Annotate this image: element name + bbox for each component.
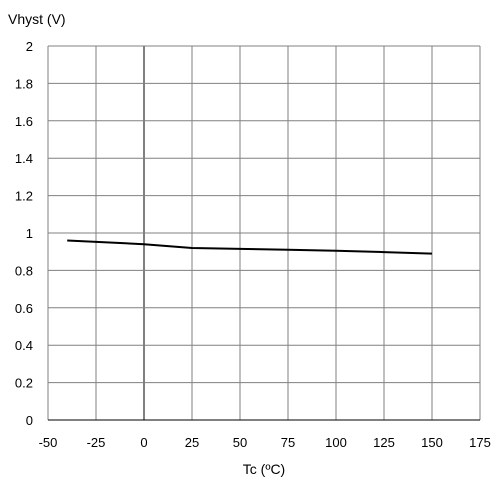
y-tick-label: 1.8 <box>15 76 33 91</box>
x-tick-label: 150 <box>421 435 443 450</box>
series-layer <box>67 239 433 255</box>
x-tick-label: 25 <box>185 435 199 450</box>
y-tick-label: 0.8 <box>15 263 33 278</box>
y-tick-label: 1.2 <box>15 189 33 204</box>
x-tick-label: 100 <box>325 435 347 450</box>
series-line <box>67 239 433 255</box>
x-tick-label: 50 <box>233 435 247 450</box>
y-tick-label: 0.4 <box>15 338 33 353</box>
x-tick-label: 75 <box>281 435 295 450</box>
x-tick-label: 0 <box>140 435 147 450</box>
y-tick-label: 0.2 <box>15 376 33 391</box>
x-tick-label: -50 <box>39 435 58 450</box>
tick-labels: -50 -25 0 25 50 75 100 125 150 175 0 0.2 0.4 0.6 0.8 1 1… <box>15 39 491 450</box>
y-axis-label: Vhyst (V) <box>8 11 66 27</box>
x-tick-label: -25 <box>87 435 106 450</box>
grid <box>47 45 481 421</box>
y-tick-label: 1.4 <box>15 151 33 166</box>
x-tick-label: 125 <box>373 435 395 450</box>
y-tick-label: 2 <box>26 39 33 54</box>
x-tick-label: 175 <box>469 435 491 450</box>
y-tick-label: 1.6 <box>15 114 33 129</box>
y-tick-label: 0 <box>26 413 33 428</box>
y-tick-label: 0.6 <box>15 301 33 316</box>
y-tick-label: 1 <box>26 226 33 241</box>
x-axis-label: Tc (ºC) <box>243 461 285 477</box>
